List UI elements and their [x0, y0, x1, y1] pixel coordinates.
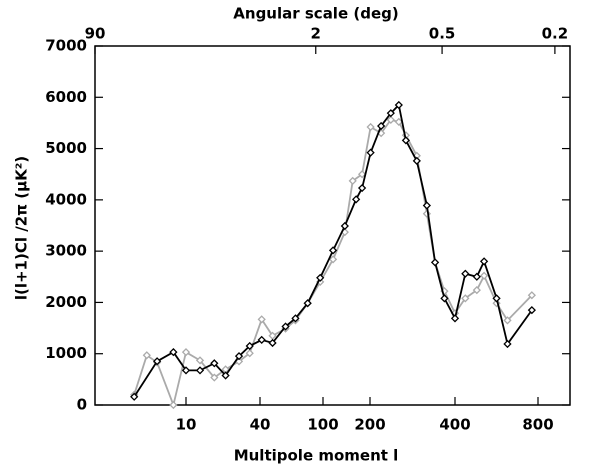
data-point	[268, 338, 277, 348]
data-point	[181, 366, 191, 375]
data-point	[440, 294, 449, 303]
y-tick-label: 2000	[45, 293, 87, 311]
y-tick-label: 3000	[45, 242, 87, 260]
data-point	[461, 269, 470, 278]
data-point	[195, 356, 205, 365]
data-point	[181, 348, 191, 357]
data-point	[303, 299, 312, 308]
data-point	[357, 170, 367, 179]
data-point	[430, 258, 440, 267]
x-tick-label: 400	[439, 416, 470, 434]
data-point	[328, 255, 338, 264]
data-point	[245, 341, 254, 351]
data-point	[291, 314, 300, 323]
y-axis-label: l(l+1)Cl /2π (μK²)	[13, 156, 31, 300]
data-point	[257, 335, 266, 344]
x-tick-label: 200	[354, 416, 385, 434]
y-tick-label: 4000	[45, 190, 87, 208]
top-axis-title: Angular scale (deg)	[233, 5, 398, 23]
data-point	[527, 306, 536, 315]
data-point	[377, 121, 386, 131]
y-tick-label: 7000	[45, 37, 87, 55]
data-point	[195, 366, 205, 375]
data-point	[527, 291, 536, 300]
data-point	[257, 315, 266, 324]
data-point	[450, 314, 460, 323]
x-tick-label: 40	[250, 416, 271, 434]
data-point	[316, 273, 325, 282]
x2-tick-label: 90	[85, 25, 106, 43]
x-tick-label: 100	[307, 416, 338, 434]
data-point	[394, 100, 403, 110]
x2-tick-label: 2	[311, 25, 321, 43]
data-point	[281, 322, 290, 331]
data-point	[352, 195, 361, 204]
data-point	[461, 294, 470, 303]
y-tick-label: 0	[77, 396, 87, 414]
data-point	[130, 392, 139, 401]
data-point	[503, 316, 512, 325]
data-point	[328, 246, 338, 255]
x2-tick-label: 0.5	[429, 25, 456, 43]
data-point	[366, 122, 375, 132]
data-point	[401, 136, 411, 145]
data-point	[412, 156, 421, 165]
data-point	[386, 109, 395, 118]
data-point	[394, 117, 403, 127]
data-point	[479, 257, 489, 266]
data-point	[492, 294, 501, 303]
plot-frame	[94, 45, 571, 406]
data-point	[472, 272, 481, 281]
data-point	[210, 373, 219, 382]
x2-tick-label: 0.2	[542, 25, 569, 43]
data-point	[348, 176, 357, 186]
y-tick-label: 5000	[45, 139, 87, 157]
data-point	[142, 351, 151, 360]
x-axis-label: Multipole moment l	[234, 447, 399, 465]
x-tick-label: 10	[176, 416, 197, 434]
data-point	[366, 148, 375, 157]
data-point	[386, 115, 395, 124]
data-point	[472, 286, 481, 295]
data-point	[357, 183, 367, 193]
data-point	[340, 221, 349, 231]
data-point	[234, 352, 244, 361]
data-point	[210, 359, 219, 368]
data-point	[169, 400, 178, 410]
data-point	[492, 299, 501, 308]
data-point	[245, 349, 254, 358]
x-tick-label: 800	[522, 416, 553, 434]
data-point	[169, 347, 178, 357]
data-point	[221, 371, 230, 380]
y-tick-label: 6000	[45, 88, 87, 106]
data-point	[422, 201, 431, 210]
y-tick-label: 1000	[45, 344, 87, 362]
data-point	[152, 357, 162, 366]
data-point	[479, 271, 489, 280]
data-point	[503, 339, 512, 349]
